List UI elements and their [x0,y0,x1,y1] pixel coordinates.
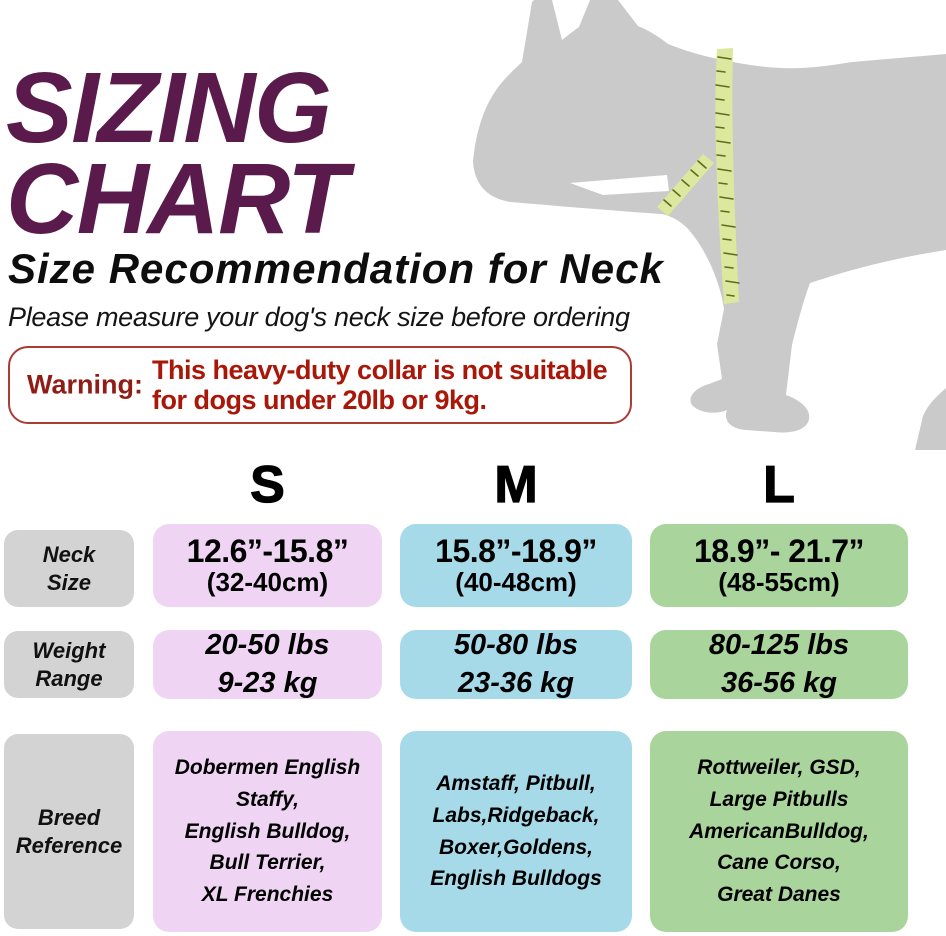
neck-size-cell-m: 15.8”-18.9” (40-48cm) [400,524,632,607]
page-subtitle: Size Recommendation for Neck [8,245,664,292]
dog-body-shape [473,0,946,433]
row-label-neck-size: Neck Size [4,530,134,607]
dog-mouth-shape [570,175,669,195]
neck-size-cell-l: 18.9”- 21.7” (48-55cm) [650,524,908,607]
neck-size-m-inches: 15.8”-18.9” [435,533,597,570]
measure-note: Please measure your dog's neck size befo… [8,302,630,332]
breed-m-text: Amstaff, Pitbull, Labs,Ridgeback, Boxer,… [430,771,602,891]
weight-l-text: 80-125 lbs 36-56 kg [708,628,850,699]
weight-cell-s: 20-50 lbs 9-23 kg [153,628,382,699]
neck-size-l-inches: 18.9”- 21.7” [693,533,865,570]
row-label-weight-range: Weight Range [4,631,134,698]
page-title: SIZING CHART [6,52,348,255]
weight-s-text: 20-50 lbs 9-23 kg [205,628,330,699]
row-label-text: Weight Range [32,637,106,691]
row-label-text: Neck Size [42,541,96,595]
neck-size-l-cm: (48-55cm) [718,566,840,597]
row-label-breed-reference: Breed Reference [4,734,134,929]
weight-m-text: 50-80 lbs 23-36 kg [453,628,579,699]
neck-size-s-inches: 12.6”-15.8” [186,533,349,570]
neck-size-s-cm: (32-40cm) [206,566,329,597]
warning-label: Warning: [27,369,143,400]
weight-cell-m: 50-80 lbs 23-36 kg [400,628,632,699]
breed-s-text: Dobermen English Staffy, English Bulldog… [174,755,361,907]
weight-cell-l: 80-125 lbs 36-56 kg [650,628,908,699]
breed-cell-s: Dobermen English Staffy, English Bulldog… [153,731,382,932]
dog-hind-leg-shape [915,388,946,450]
warning-box: Warning: This heavy-duty collar is not s… [8,346,632,424]
column-header-m: M [494,455,539,514]
neck-size-m-cm: (40-48cm) [455,566,577,597]
dog-silhouette-icon [473,0,946,450]
warning-text: This heavy-duty collar is not suitable f… [152,354,608,415]
breed-cell-l: Rottweiler, GSD, Large Pitbulls American… [650,731,908,932]
column-header-l: L [763,455,796,514]
column-header-s: S [250,455,286,514]
measuring-tape-icon [657,48,740,304]
breed-cell-m: Amstaff, Pitbull, Labs,Ridgeback, Boxer,… [400,731,632,932]
breed-l-text: Rottweiler, GSD, Large Pitbulls American… [689,755,869,907]
row-label-text: Breed Reference [15,804,123,858]
neck-size-cell-s: 12.6”-15.8” (32-40cm) [153,524,382,607]
